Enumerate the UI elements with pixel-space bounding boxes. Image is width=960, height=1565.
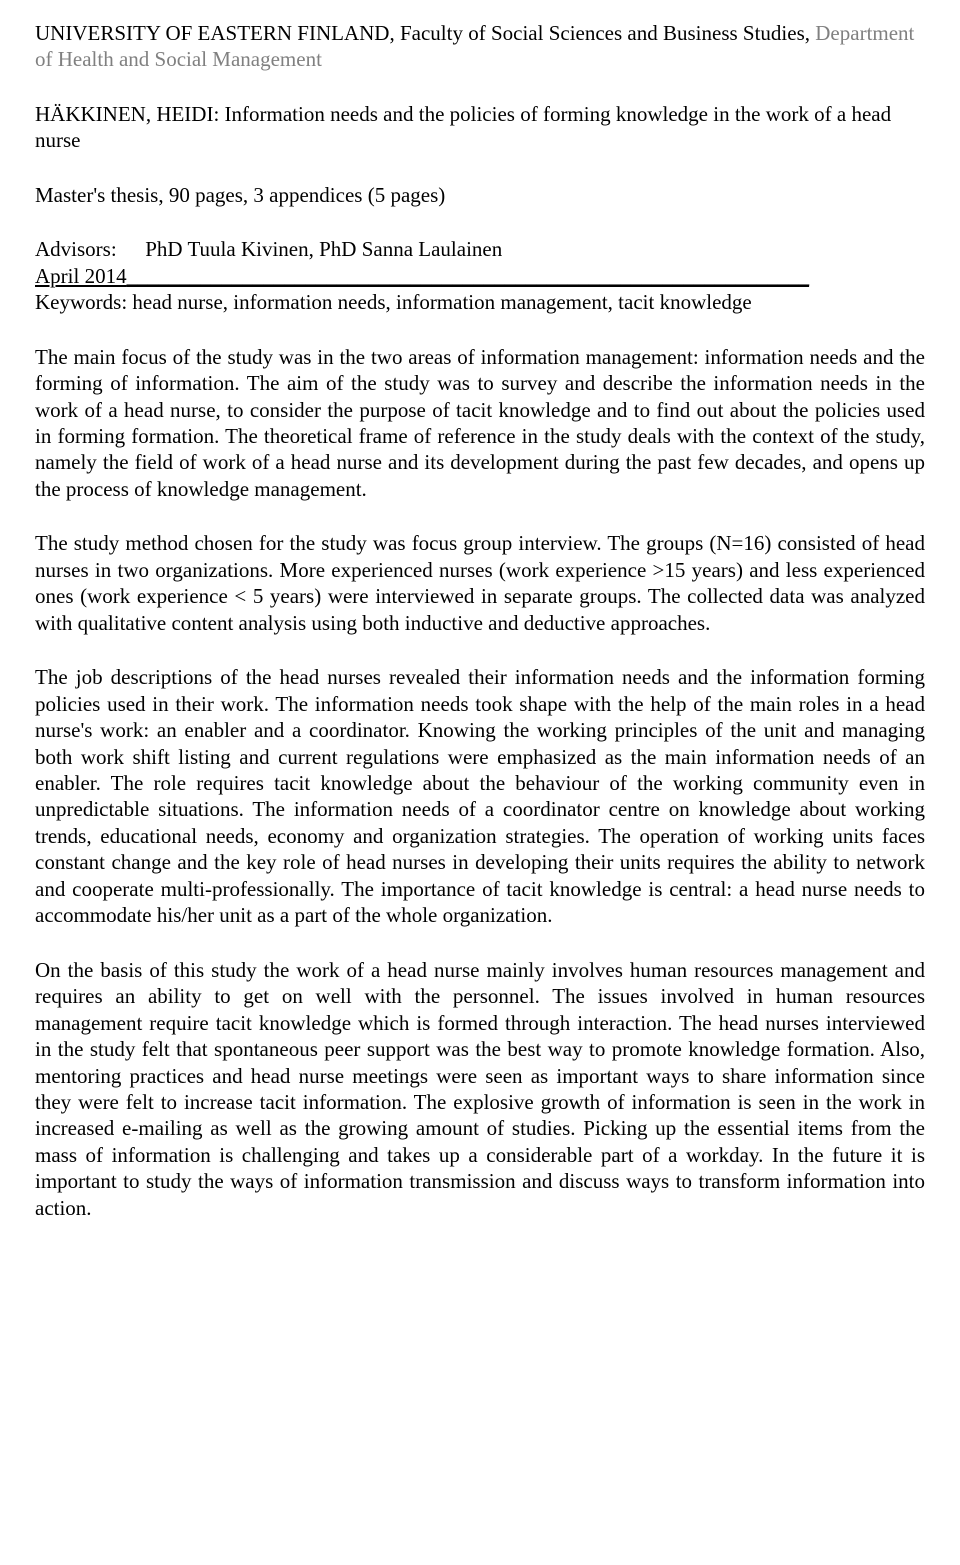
abstract-paragraph-1: The main focus of the study was in the t…: [35, 344, 925, 503]
thesis-title: HÄKKINEN, HEIDI: Information needs and t…: [35, 101, 925, 154]
abstract-paragraph-3: The job descriptions of the head nurses …: [35, 664, 925, 929]
keywords-line: Keywords: head nurse, information needs,…: [35, 289, 925, 315]
advisors-names: PhD Tuula Kivinen, PhD Sanna Laulainen: [145, 237, 502, 261]
thesis-info: Master's thesis, 90 pages, 3 appendices …: [35, 182, 925, 208]
abstract-paragraph-4: On the basis of this study the work of a…: [35, 957, 925, 1222]
abstract-paragraph-2: The study method chosen for the study wa…: [35, 530, 925, 636]
document-header: UNIVERSITY OF EASTERN FINLAND, Faculty o…: [35, 20, 925, 73]
advisors-line: Advisors: PhD Tuula Kivinen, PhD Sanna L…: [35, 236, 925, 262]
date-line: April 2014______________________________…: [35, 263, 925, 289]
institution-name: UNIVERSITY OF EASTERN FINLAND, Faculty o…: [35, 21, 810, 45]
advisors-label: Advisors:: [35, 236, 140, 262]
